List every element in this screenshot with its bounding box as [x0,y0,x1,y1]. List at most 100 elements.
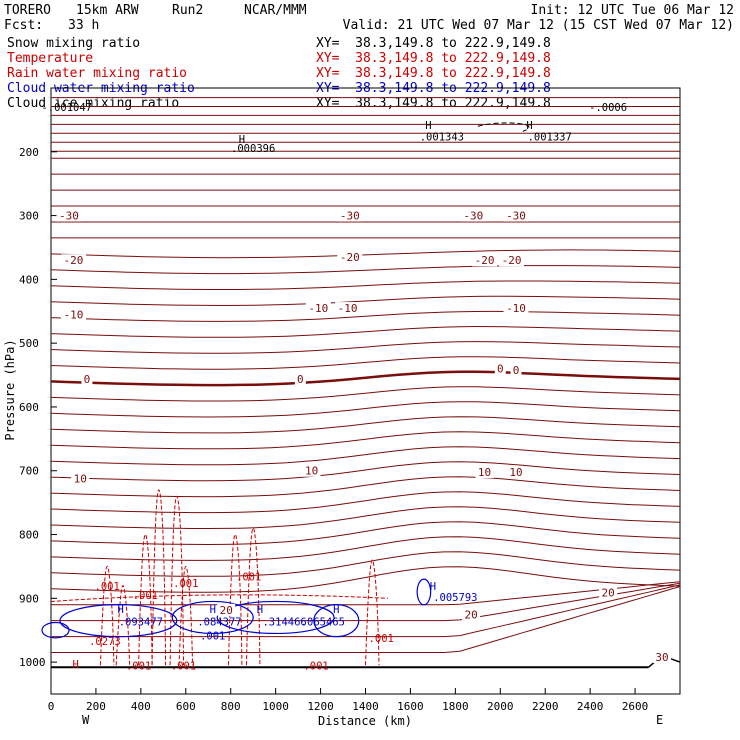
label-bg [494,362,506,375]
extremum-label: H [333,604,339,616]
isotherm-line [50,265,681,275]
isotherm-line [50,431,681,450]
extremum-label: H [239,134,245,146]
y-tick-label: 600 [19,401,39,414]
extremum-label: .001 [95,581,120,593]
isotherm-line [50,370,681,387]
x-tick-label: 2200 [532,700,559,713]
extremum-label: H [73,659,79,671]
legend-xy-range: XY= 38.3,149.8 to 222.9,149.8 [316,66,551,81]
isotherm-label: -20 [64,254,84,267]
cloud-water-contour [313,604,360,638]
isotherm-line [50,521,681,546]
extremum-label: H [526,120,532,132]
isotherm-line [51,581,681,606]
x-tick-label: 800 [221,700,241,713]
rain-contour [227,534,243,666]
label-bg [305,302,331,315]
label-bg [499,254,525,267]
isotherm-label: 20 [220,604,233,617]
model-name: TORERO [4,3,51,18]
extremum-label: .001 [200,630,225,642]
rain-contour [151,489,167,666]
isotherm-line [50,310,681,322]
extremum-label: H [425,120,431,132]
extremum-label: .001 [369,633,394,645]
cloud-water-contour [41,621,70,639]
legend-field-name: Snow mixing ratio [7,36,141,51]
label-bg [60,308,86,321]
isotherm-label: 0 [497,363,504,376]
isotherm-label: 0 [297,373,304,386]
valid-label: Valid: 21 UTC Wed 07 Mar 12 (15 CST Wed … [342,18,734,33]
x-tick-label: 0 [48,700,55,713]
isotherm-line [50,566,681,593]
isotherm-label: 10 [478,466,491,479]
fcst-value: 33 h [68,18,100,33]
isotherm-line [50,249,681,259]
extremum-label: .093477 [119,616,163,628]
legend-xy-range: XY= 38.3,149.8 to 222.9,149.8 [316,36,551,51]
isotherm-label: 20 [601,587,614,600]
label-bg [462,608,481,621]
y-tick-label: 200 [19,146,39,159]
isotherm-line [50,280,681,290]
x-axis-label: Distance (km) [318,714,412,728]
extremum-label: .001 [171,660,196,672]
x-tick-label: 1200 [307,700,334,713]
label-bg [60,254,86,267]
isotherm-label: -20 [340,251,360,264]
x-tick-label: 2600 [622,700,649,713]
rain-contour [365,559,380,666]
label-bg [217,603,236,616]
fcst-label: Fcst: [4,18,44,33]
legend-xy-range: XY= 38.3,149.8 to 222.9,149.8 [316,51,551,66]
extremum-label: .0273 [89,636,121,648]
isotherm-line [50,461,681,482]
extremum-label: H [257,604,263,616]
isotherm-line [50,506,681,529]
model-resolution: 15km ARW [76,3,139,18]
isotherm-label: -10 [506,302,526,315]
isotherm-label: 10 [305,465,318,478]
cloud-water-contour [59,604,178,638]
y-tick-label: 500 [19,337,39,350]
x-end-label-west: W [82,713,90,727]
isotherm-line [50,295,681,307]
isotherm-line [50,536,681,561]
isotherm-label: -30 [463,210,483,223]
isotherm-label: -30 [506,210,526,223]
label-bg [599,586,618,599]
legend-field-name: Rain water mixing ratio [7,66,188,81]
y-axis-label: Pressure (hPa) [3,339,17,440]
extremum-label: H [430,581,436,593]
rain-contour [245,527,261,666]
isotherm-label: 10 [74,472,87,485]
extremum-label: .000396 [231,143,275,155]
label-bg [475,466,494,479]
isotherm-line [50,446,681,466]
cloud-water-contour [216,600,335,635]
extremum-label: -.001047 [41,102,92,114]
isotherm-line [50,356,681,370]
label-bg [294,372,306,385]
rain-contour [115,585,131,666]
extremum-label: .314466 [262,616,306,628]
isotherm-label: 30 [655,651,668,664]
extremum-label: .065465 [301,616,345,628]
x-tick-label: 600 [176,700,196,713]
rain-contour [138,534,153,666]
isotherm-label: -10 [64,308,84,321]
x-tick-label: 1600 [397,700,424,713]
rain-contour [50,594,388,603]
isotherm-label: 0 [84,373,91,386]
legend-field-name: Cloud ice mixing ratio [7,96,180,111]
rain-contour [99,565,115,666]
extremum-label: H [117,604,123,616]
extremum-label: H [210,604,216,616]
label-bg [81,372,93,385]
extremum-label: .001337 [528,131,572,143]
label-bg [503,302,529,315]
center-label: NCAR/MMM [244,3,307,18]
